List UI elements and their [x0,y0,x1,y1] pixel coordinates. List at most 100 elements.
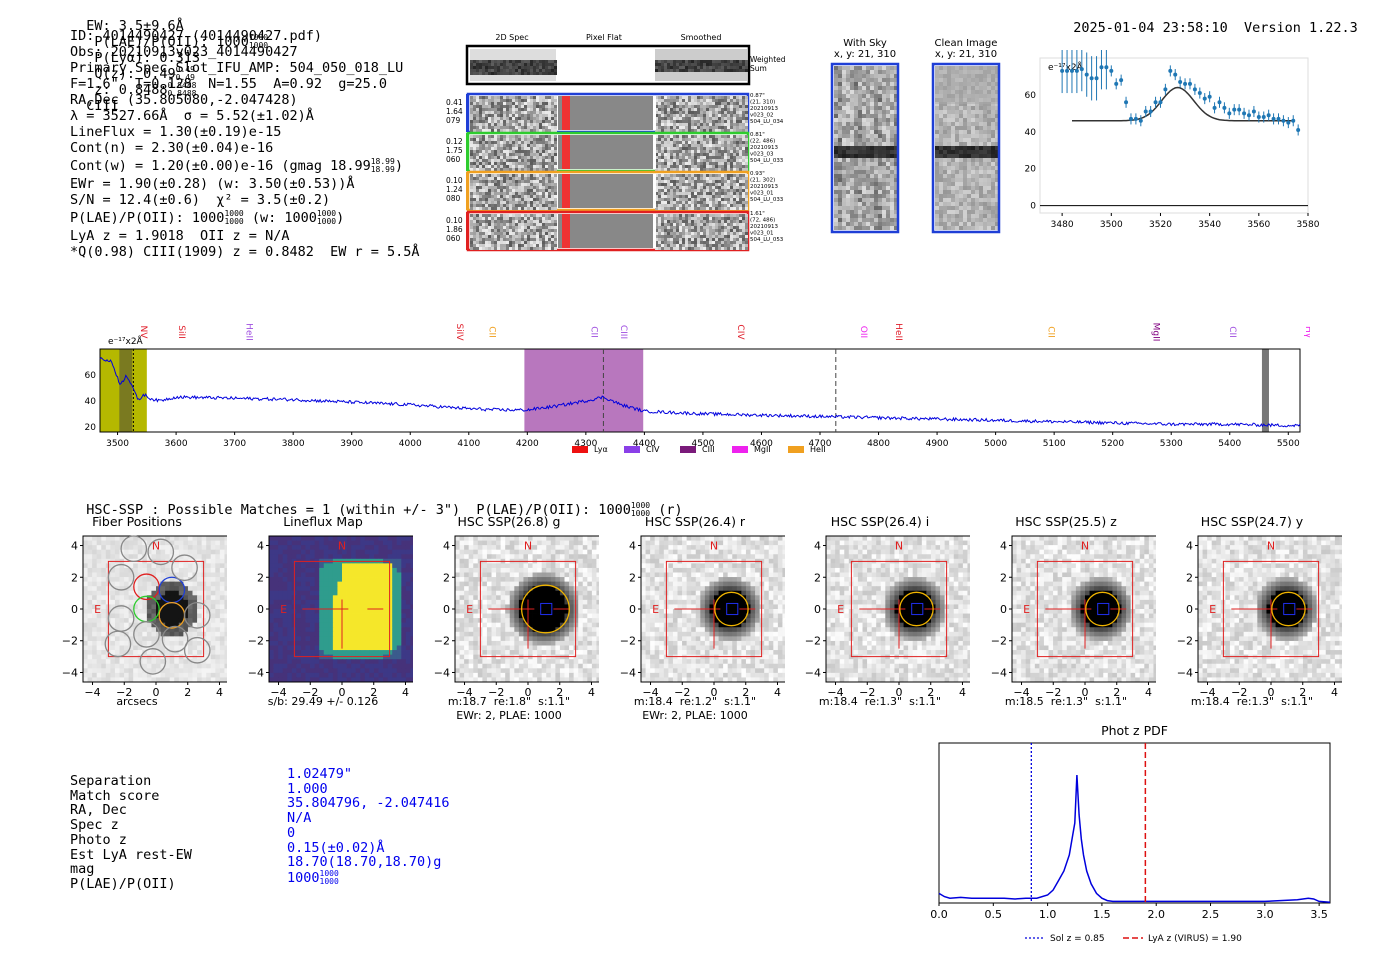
noise-px [700,192,703,195]
cutout-px [165,549,171,555]
noise-px [527,138,530,141]
sky-px [959,194,963,198]
noise-px [667,223,670,226]
noise-px [491,96,494,99]
noise-px [673,129,676,132]
noise-px [494,126,497,129]
noise-px [527,244,530,247]
noise-px [703,217,706,220]
noise-px [512,138,515,141]
noise-px [506,156,509,159]
noise-px [736,247,739,250]
noise-px [745,192,748,195]
noise-px [694,226,697,229]
noise-px [661,123,664,126]
noise-px [691,207,694,210]
sky-px [858,210,862,214]
sky-px [951,198,955,202]
sky-px [842,66,846,70]
sky-px [842,110,846,114]
noise-px [727,159,730,162]
noise-px [527,159,530,162]
noise-px [673,195,676,198]
noise-px [494,241,497,244]
noise-px [533,232,536,235]
sky-px [858,126,862,130]
noise-px [661,120,664,123]
noise-px [545,144,548,147]
noise-px [551,214,554,217]
noise-px [700,180,703,183]
sky-px [963,158,967,162]
noise-px [661,247,664,250]
noise-px [745,165,748,168]
zoom-point [1143,109,1148,114]
sky-px [882,134,886,138]
noise-px [709,96,712,99]
noise-px [542,177,545,180]
noise-px [715,220,718,223]
noise-px [706,165,709,168]
sky-px [991,114,995,118]
noise-px [521,226,524,229]
noise-px [742,69,745,72]
noise-px [670,226,673,229]
sky-px [854,214,858,218]
noise-px [548,241,551,244]
sky-px [886,182,890,186]
noise-px [515,244,518,247]
noise-px [676,156,679,159]
noise-px [500,186,503,189]
noise-px [724,229,727,232]
zoom-point [1138,118,1143,123]
noise-px [739,214,742,217]
noise-px [694,214,697,217]
noise-px [685,108,688,111]
sky-px [983,166,987,170]
noise-px [518,105,521,108]
sky-px [983,130,987,134]
noise-px [688,220,691,223]
noise-px [548,201,551,204]
noise-px [530,235,533,238]
cutout-px [160,540,166,546]
noise-px [545,229,548,232]
noise-px [691,223,694,226]
noise-px [724,183,727,186]
noise-px [658,126,661,129]
cutout-px [119,554,125,560]
sky-px [854,110,858,114]
noise-px [700,135,703,138]
noise-px [506,177,509,180]
sky-px [838,154,842,158]
noise-px [488,168,491,171]
noise-px [533,235,536,238]
sky-px [979,202,983,206]
noise-px [515,117,518,120]
noise-px [521,153,524,156]
noise-px [739,192,742,195]
cutout-px [192,549,198,555]
noise-px [724,214,727,217]
noise-px [691,60,694,63]
noise-px [742,102,745,105]
noise-px [536,72,539,75]
cutout-px [206,558,212,564]
noise-px [733,156,736,159]
noise-px [670,126,673,129]
sky-px [939,206,943,210]
sky-px [987,198,991,202]
sky-px [939,186,943,190]
noise-px [473,120,476,123]
sky-px [894,74,898,78]
sky-px [846,114,850,118]
noise-px [655,69,658,72]
sky-px [834,110,838,114]
noise-px [482,165,485,168]
sky-px [870,134,874,138]
noise-px [706,117,709,120]
noise-px [494,204,497,207]
header-line: CIII [86,98,119,114]
noise-px [721,229,724,232]
noise-px [697,235,700,238]
